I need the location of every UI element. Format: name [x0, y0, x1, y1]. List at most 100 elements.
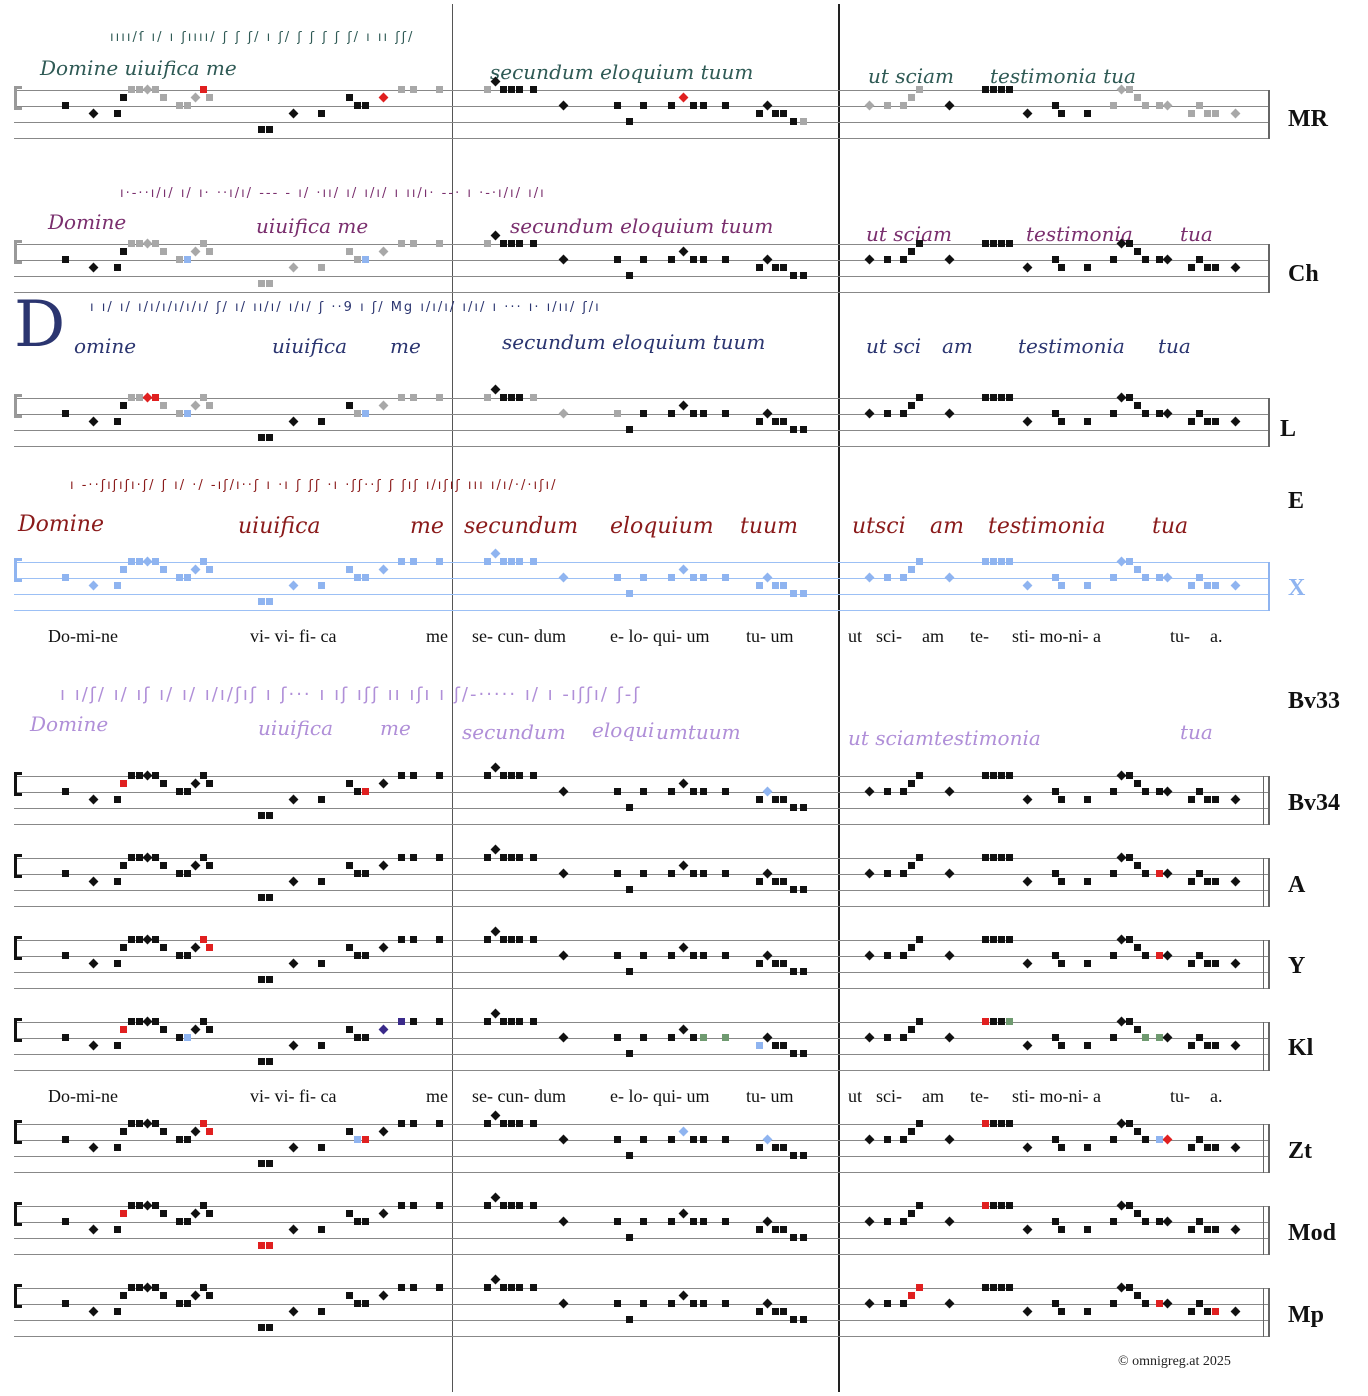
neume-note — [772, 796, 779, 803]
neume-note — [626, 1316, 633, 1323]
neume-note — [790, 118, 797, 125]
syllable: sti- mo-ni- a — [1012, 1086, 1101, 1106]
neume-note — [1188, 264, 1195, 271]
neume-note — [258, 1242, 265, 1249]
neume-note — [1116, 392, 1127, 403]
neume-note — [780, 418, 787, 425]
neume-note — [990, 1284, 997, 1291]
neume-note — [998, 772, 1005, 779]
ms-l-w1: omine — [74, 334, 137, 358]
neume-note — [678, 942, 689, 953]
neume-note — [288, 794, 299, 805]
neume-note — [614, 870, 621, 877]
neume-note — [398, 394, 405, 401]
neume-note — [900, 952, 907, 959]
neume-note — [136, 936, 143, 943]
neume-note — [916, 936, 923, 943]
neume-note — [206, 1210, 213, 1217]
neume-note — [318, 878, 325, 885]
neume-note — [142, 1282, 153, 1293]
neume-note — [772, 264, 779, 271]
neume-note — [998, 1120, 1005, 1127]
neume-note — [398, 1018, 405, 1025]
neume-note — [500, 558, 507, 565]
neume-note — [266, 976, 273, 983]
neume-note — [1156, 870, 1163, 877]
neume-note — [490, 384, 501, 395]
neume-note — [128, 1018, 135, 1025]
neume-note — [346, 1292, 353, 1299]
neume-note — [1204, 264, 1211, 271]
neume-note — [88, 1224, 99, 1235]
neume-note — [614, 788, 621, 795]
neume-note — [990, 1018, 997, 1025]
neume-note — [346, 248, 353, 255]
neume-note — [1212, 960, 1219, 967]
neume-note — [184, 574, 191, 581]
neume-note — [756, 582, 763, 589]
neume-note — [190, 92, 201, 103]
neume-note — [190, 400, 201, 411]
neume-note — [128, 936, 135, 943]
neume-note — [790, 1050, 797, 1057]
neume-note — [176, 102, 183, 109]
neume-note — [88, 958, 99, 969]
neume-note — [318, 1042, 325, 1049]
neume-note — [908, 1292, 915, 1299]
siglum-bv33: Bv33 — [1288, 688, 1341, 714]
neume-note — [530, 86, 537, 93]
neume-note — [266, 126, 273, 133]
neume-note — [1006, 936, 1013, 943]
neume-note — [678, 1024, 689, 1035]
neume-note — [258, 976, 265, 983]
neume-note — [378, 778, 389, 789]
neume-note — [700, 1218, 707, 1225]
neume-note — [864, 1032, 875, 1043]
ms-ch-w4: ut sciam — [866, 222, 953, 246]
ms-mr-w1: Domine uiuifica me — [40, 56, 237, 80]
neume-note — [1084, 110, 1091, 117]
neume-note — [1084, 582, 1091, 589]
neume-note — [762, 1216, 773, 1227]
neume-note — [354, 870, 361, 877]
neume-note — [160, 566, 167, 573]
neume-note — [114, 878, 121, 885]
neume-note — [190, 778, 201, 789]
neume-note — [614, 574, 621, 581]
neume-note — [908, 1128, 915, 1135]
neume-note — [490, 230, 501, 241]
neume-note — [1052, 788, 1059, 795]
neume-note — [916, 1202, 923, 1209]
neume-note — [120, 1128, 127, 1135]
neume-note — [346, 402, 353, 409]
ms-ch-w3: secundum eloquium tuum — [510, 214, 774, 238]
neume-note — [678, 1290, 689, 1301]
ms-l-w7: testimonia — [1018, 334, 1125, 358]
neume-note — [484, 1120, 491, 1127]
neume-note — [1212, 110, 1219, 117]
neume-note — [998, 936, 1005, 943]
neume-note — [1156, 256, 1163, 263]
neume-note — [362, 1300, 369, 1307]
neume-note — [1230, 1224, 1241, 1235]
neume-note — [668, 1218, 675, 1225]
neume-note — [484, 86, 491, 93]
neume-note — [258, 280, 265, 287]
neume-note — [1204, 1042, 1211, 1049]
neume-note — [62, 952, 69, 959]
neume-note — [614, 256, 621, 263]
neume-note — [700, 574, 707, 581]
neume-note — [1116, 1016, 1127, 1027]
neume-note — [772, 1144, 779, 1151]
neume-note — [1230, 108, 1241, 119]
neume-note — [944, 1032, 955, 1043]
neume-note — [1156, 1300, 1163, 1307]
neume-note — [160, 862, 167, 869]
neume-note — [288, 1224, 299, 1235]
neume-note — [762, 254, 773, 265]
c-clef-icon — [14, 558, 22, 582]
syllable: ut — [848, 1086, 863, 1106]
neume-note — [160, 944, 167, 951]
neume-note — [558, 868, 569, 879]
neume-note — [690, 256, 697, 263]
